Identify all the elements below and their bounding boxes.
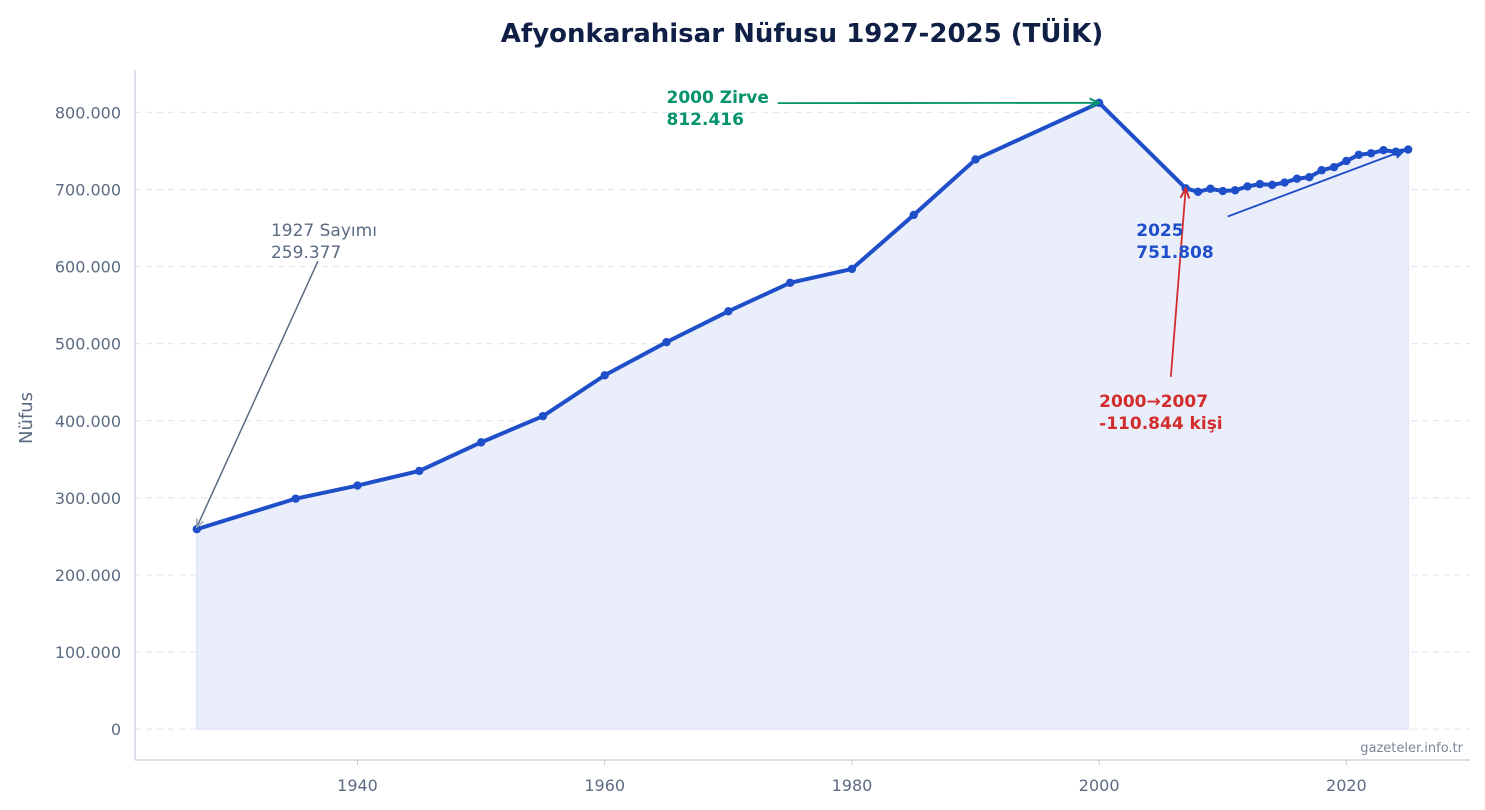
data-point: [724, 307, 733, 316]
y-tick-labels: 0 100.000 200.000 300.000 400.000 500.000 600.…: [55, 103, 121, 739]
data-point: [1255, 179, 1265, 189]
data-point: [1305, 172, 1314, 182]
y-tick-label: 600.000: [55, 258, 121, 277]
annotation-arrow-latest: [1227, 150, 1405, 218]
data-point: [971, 155, 980, 164]
data-point: [1342, 156, 1351, 166]
data-point: [1280, 178, 1289, 187]
chart-title: Afyonkarahisar Nüfusu 1927-2025 (TÜİK): [501, 16, 1103, 49]
data-point: [1329, 162, 1339, 172]
annotation-text-peak: 812.416: [667, 110, 744, 130]
data-point: [1206, 184, 1215, 193]
data-point: [909, 210, 918, 220]
data-point: [1268, 180, 1277, 190]
data-point: [847, 264, 857, 274]
annotation-arrow-drop: [1169, 188, 1186, 377]
area-fill-path: [196, 102, 1409, 730]
x-tick-label: 2000: [1079, 776, 1120, 795]
annotation-text-census: 259.377: [271, 243, 341, 263]
data-point: [291, 494, 300, 503]
y-tick-label: 100.000: [55, 643, 121, 662]
annotation-text-latest: 751.808: [1136, 243, 1213, 263]
y-tick-label: 300.000: [55, 489, 121, 508]
y-tick-label: 700.000: [55, 180, 121, 199]
y-axis-label: Nüfus: [16, 392, 37, 444]
data-point: [476, 438, 486, 447]
annotation-arrow-census: [197, 260, 319, 527]
x-tick-label: 2020: [1326, 776, 1367, 795]
source-credit: gazeteler.info.tr: [1360, 741, 1463, 756]
y-tick-label: 400.000: [55, 412, 121, 431]
data-point: [1218, 186, 1227, 196]
annotation-text-drop: -110.844 kişi: [1099, 414, 1222, 434]
data-point: [1292, 174, 1302, 183]
y-tick-label: 500.000: [55, 335, 121, 354]
data-point: [1379, 145, 1388, 155]
annotation-text-census: 1927 Sayımı: [271, 221, 377, 241]
data-point: [1354, 150, 1363, 160]
data-point: [353, 481, 362, 490]
x-tick-label: 1980: [832, 776, 873, 795]
y-tick-label: 0: [111, 720, 121, 739]
x-tick-label: 1940: [337, 776, 378, 795]
x-tick-label: 1960: [584, 776, 625, 795]
annotation-text-latest: 2025: [1136, 221, 1183, 241]
data-point: [1230, 186, 1240, 195]
data-point: [662, 337, 671, 347]
annotation-text-peak: 2000 Zirve: [667, 88, 769, 108]
data-point: [600, 371, 609, 380]
y-tick-label: 800.000: [55, 103, 121, 122]
y-tick-label: 200.000: [55, 566, 121, 585]
data-point: [1403, 145, 1413, 154]
x-tick-labels: 1940 1960 1980 2000 2020: [337, 760, 1367, 795]
data-point: [1243, 182, 1252, 191]
data-point: [1317, 166, 1326, 175]
data-point: [538, 411, 548, 421]
annotation-text-drop: 2000→2007: [1099, 392, 1208, 412]
area-fill: [196, 102, 1409, 730]
data-point: [1366, 149, 1376, 158]
data-point: [415, 466, 424, 476]
data-point: [1193, 187, 1203, 197]
data-point: [785, 278, 795, 287]
